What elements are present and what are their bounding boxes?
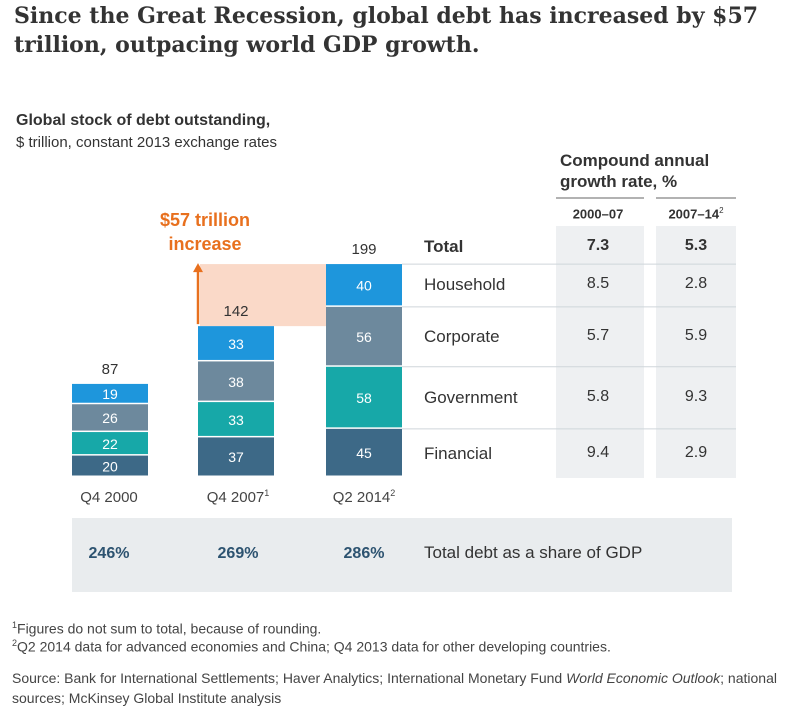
bar-value-label: 22 bbox=[102, 436, 118, 452]
increase-label-line1: $57 trillion bbox=[159, 210, 251, 230]
gdp-share-q4-2007: 269% bbox=[217, 545, 259, 562]
bar-segment-corporate bbox=[198, 361, 274, 401]
bar-value-label: 38 bbox=[228, 374, 244, 390]
cagr-corporate-2000-07: 5.7 bbox=[586, 327, 610, 344]
chart-subtitle: $ trillion, constant 2013 exchange rates bbox=[16, 134, 277, 151]
gdp-share-band bbox=[72, 518, 732, 592]
headline: Since the Great Recession, global debt h… bbox=[14, 3, 759, 58]
bar-value-label: 58 bbox=[356, 390, 372, 406]
bar-value-label: 56 bbox=[356, 329, 372, 345]
gdp-share-q2-2014: 286% bbox=[343, 545, 385, 562]
bar-value-label: 37 bbox=[228, 449, 244, 465]
x-label-sup: 2 bbox=[390, 488, 396, 498]
bar-segment-government bbox=[72, 432, 148, 455]
footnote-2: 2Q2 2014 data for advanced economies and… bbox=[12, 638, 611, 655]
bar-value-label: 20 bbox=[102, 458, 118, 474]
bar-segment-government bbox=[198, 402, 274, 436]
cagr-government-2000-07: 5.8 bbox=[586, 388, 610, 405]
period-label: 2007–14 bbox=[668, 206, 720, 222]
cagr-household-2000-07: 8.5 bbox=[586, 275, 610, 292]
cagr-title-line1: Compound annual bbox=[560, 151, 710, 170]
period-label: 2000–07 bbox=[572, 206, 624, 222]
cagr-financial-2007-14: 2.9 bbox=[684, 444, 708, 461]
bar-segment-corporate bbox=[326, 306, 402, 366]
cagr-title-line2: growth rate, % bbox=[560, 172, 678, 191]
cagr-government-2007-14: 9.3 bbox=[684, 388, 708, 405]
source-prefix: Source: Bank for International Settlemen… bbox=[12, 670, 567, 686]
bar-value-label: 33 bbox=[228, 336, 244, 352]
bar-total-label: 87 bbox=[102, 361, 119, 378]
increase-highlight bbox=[200, 264, 326, 327]
row-label-corporate: Corporate bbox=[424, 327, 500, 346]
gdp-share-label: Total debt as a share of GDP bbox=[424, 543, 643, 562]
bar-segment-corporate bbox=[72, 404, 148, 431]
bar-value-label: 45 bbox=[356, 445, 372, 461]
row-label-household: Household bbox=[424, 275, 506, 294]
x-label-sup: 1 bbox=[264, 488, 270, 498]
bar-value-label: 26 bbox=[102, 410, 118, 426]
footnote-text: Figures do not sum to total, because of … bbox=[17, 620, 322, 637]
period-sup: 2 bbox=[719, 206, 724, 215]
x-label-text: Q4 2000 bbox=[80, 489, 138, 506]
increase-arrow-head bbox=[193, 263, 203, 273]
bar-total-label: 199 bbox=[351, 241, 376, 258]
x-label-q2-2014: Q2 20142 bbox=[319, 488, 409, 506]
x-label-text: Q2 2014 bbox=[332, 489, 391, 506]
x-label-q4-2000: Q4 2000 bbox=[64, 488, 154, 506]
bar-segment-household bbox=[326, 264, 402, 306]
bar-segment-financial bbox=[326, 428, 402, 476]
source-italic: World Economic Outlook bbox=[566, 670, 721, 686]
gdp-share-q4-2000: 246% bbox=[88, 545, 130, 562]
cagr-panel-2007-14 bbox=[656, 226, 736, 478]
source-suffix: ; national sources; McKinsey Global Inst… bbox=[12, 670, 777, 706]
cagr-corporate-2007-14: 5.9 bbox=[684, 327, 708, 344]
bar-segment-government bbox=[326, 366, 402, 428]
footnote-1: 1Figures do not sum to total, because of… bbox=[12, 620, 321, 637]
bar-value-label: 33 bbox=[228, 412, 244, 428]
row-label-total: Total bbox=[424, 237, 464, 256]
x-label-text: Q4 2007 bbox=[206, 489, 265, 506]
row-label-government: Government bbox=[424, 388, 518, 407]
period-header-2000-07: 2000–07 bbox=[548, 206, 648, 221]
source-note: Source: Bank for International Settlemen… bbox=[12, 668, 782, 708]
footnote-text: Q2 2014 data for advanced economies and … bbox=[17, 638, 611, 655]
cagr-total-2000-07: 7.3 bbox=[586, 237, 610, 254]
footnote-marker: 1 bbox=[12, 620, 18, 630]
bar-segment-household bbox=[72, 383, 148, 403]
x-label-q4-2007: Q4 20071 bbox=[193, 488, 283, 506]
bar-segment-financial bbox=[72, 455, 148, 476]
bar-segment-financial bbox=[198, 437, 274, 476]
bar-value-label: 19 bbox=[102, 386, 118, 402]
cagr-title: Compound annual growth rate, % bbox=[560, 150, 760, 192]
period-header-2007-14: 2007–142 bbox=[646, 206, 746, 221]
bar-value-label: 40 bbox=[356, 277, 372, 293]
bar-segment-household bbox=[198, 326, 274, 360]
cagr-household-2007-14: 2.8 bbox=[684, 275, 708, 292]
increase-label-line2: increase bbox=[168, 234, 242, 254]
cagr-total-2007-14: 5.3 bbox=[684, 237, 708, 254]
increase-annotation: $57 trillion increase bbox=[150, 208, 260, 256]
cagr-panel-2000-07 bbox=[556, 226, 644, 478]
bar-total-label: 142 bbox=[223, 303, 248, 320]
chart-title: Global stock of debt outstanding, bbox=[16, 112, 271, 129]
row-label-financial: Financial bbox=[424, 444, 493, 463]
cagr-financial-2000-07: 9.4 bbox=[586, 444, 610, 461]
footnote-marker: 2 bbox=[12, 638, 18, 648]
